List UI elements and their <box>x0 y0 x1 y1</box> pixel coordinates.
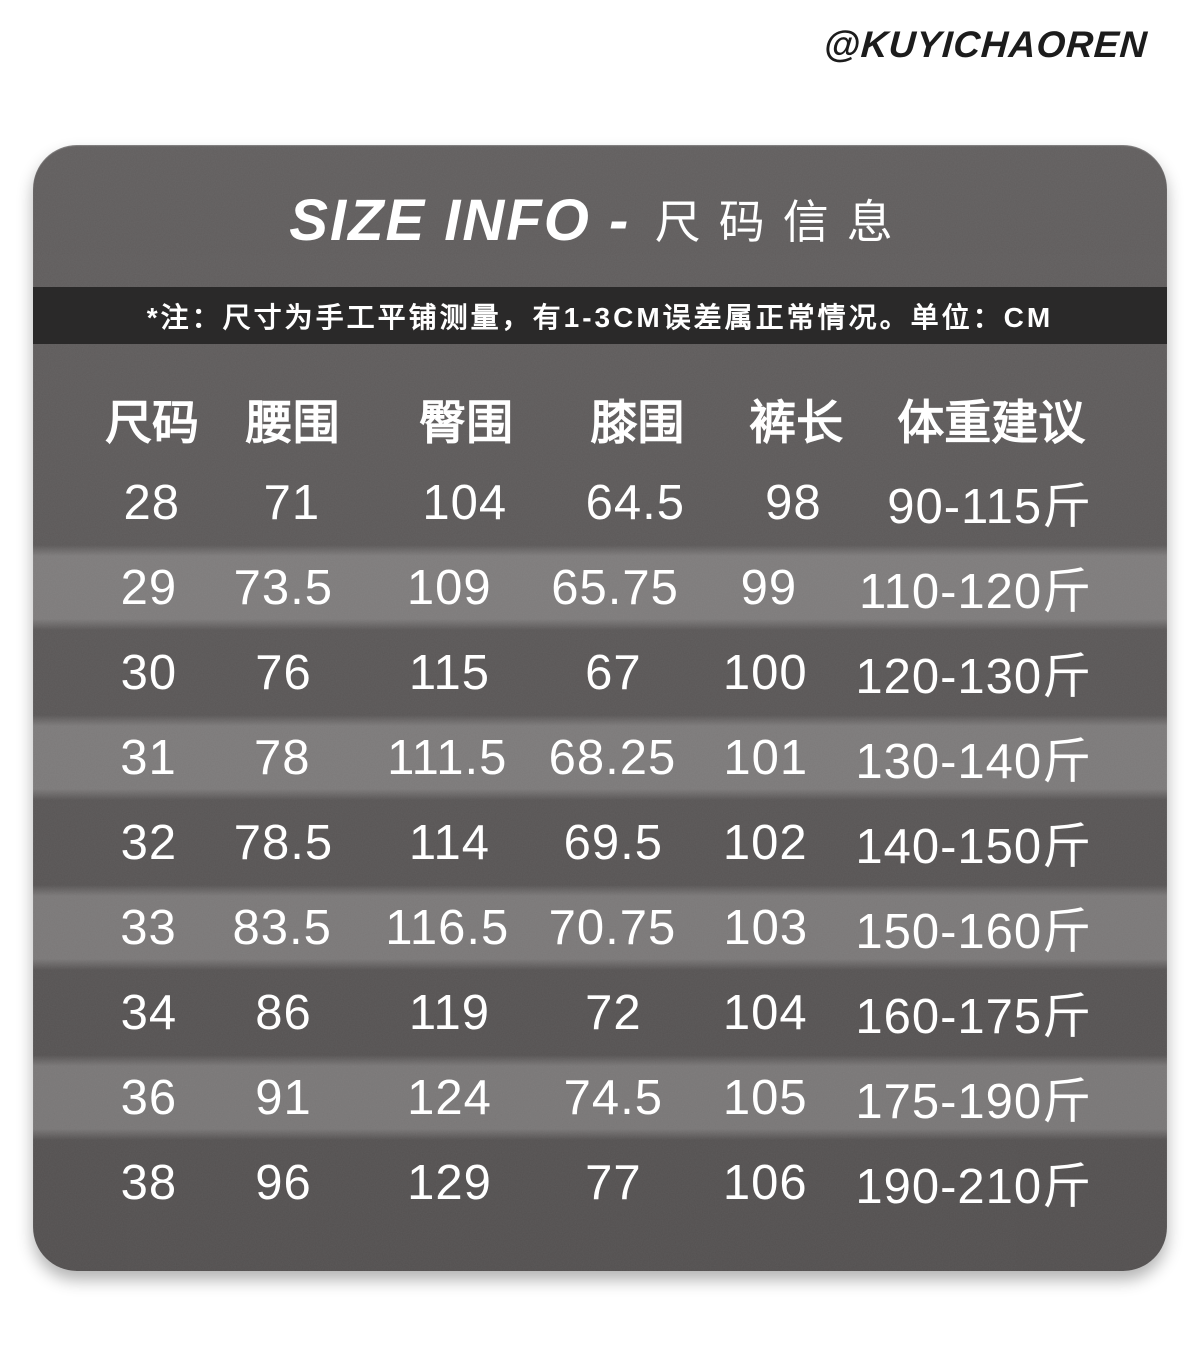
table-cell: 120-130斤 <box>855 650 1093 704</box>
measurement-note-banner: *注：尺寸为手工平铺测量，有1-3CM误差属正常情况。单位：CM <box>33 287 1167 344</box>
table-cell: 103 <box>723 900 809 955</box>
table-cell: 175-190斤 <box>855 1075 1093 1129</box>
table-cell: 104 <box>422 475 508 530</box>
table-cell: 28 <box>123 475 181 530</box>
table-cell: 105 <box>722 1070 808 1125</box>
column-header: 膝围 <box>590 395 685 449</box>
size-table-header: 尺码 腰围 臀围 膝围 裤长 体重建议 <box>33 381 1167 455</box>
table-cell: 98 <box>765 475 822 530</box>
table-cell: 110-120斤 <box>858 565 1093 619</box>
table-row: 38 96 129 77 106 190-210斤 <box>33 1140 1167 1225</box>
table-cell: 104 <box>722 985 808 1040</box>
table-cell: 65.75 <box>551 560 679 615</box>
table-cell: 73.5 <box>233 560 334 615</box>
table-cell: 96 <box>255 1155 312 1210</box>
table-cell: 71 <box>263 475 321 530</box>
table-cell: 33 <box>120 900 177 955</box>
table-row: 29 73.5 109 65.75 99 110-120斤 <box>33 545 1167 630</box>
table-cell: 90-115斤 <box>887 480 1093 534</box>
table-cell: 68.25 <box>548 730 677 785</box>
table-cell: 91 <box>255 1070 312 1125</box>
table-cell: 101 <box>723 730 809 785</box>
table-cell: 114 <box>408 815 491 870</box>
table-cell: 64.5 <box>585 475 685 530</box>
table-cell: 102 <box>722 815 808 870</box>
table-cell: 129 <box>407 1155 492 1210</box>
table-row: 28 71 104 64.5 98 90-115斤 <box>33 460 1167 545</box>
table-row: 36 91 124 74.5 105 175-190斤 <box>33 1055 1167 1140</box>
table-cell: 70.75 <box>548 900 677 955</box>
table-cell: 78.5 <box>233 815 334 870</box>
column-header: 尺码 <box>105 395 200 449</box>
table-cell: 130-140斤 <box>855 735 1093 789</box>
table-row: 34 86 119 72 104 160-175斤 <box>33 970 1167 1055</box>
size-info-card: SIZE INFO - 尺码信息 *注：尺寸为手工平铺测量，有1-3CM误差属正… <box>33 145 1167 1271</box>
table-cell: 36 <box>120 1070 178 1125</box>
table-cell: 109 <box>406 560 492 615</box>
table-cell: 77 <box>585 1155 642 1210</box>
table-cell: 86 <box>255 985 312 1040</box>
size-table-body: 28 71 104 64.5 98 90-115斤 29 73.5 109 65.75 99 110-… <box>33 460 1167 1225</box>
table-cell: 99 <box>740 560 798 615</box>
table-row: 31 78 111.5 68.25 101 130-140斤 <box>33 715 1167 800</box>
table-cell: 119 <box>408 985 491 1040</box>
table-row: 32 78.5 114 69.5 102 140-150斤 <box>33 800 1167 885</box>
table-cell: 72 <box>585 985 642 1040</box>
table-cell: 150-160斤 <box>855 905 1093 959</box>
table-cell: 38 <box>120 1155 178 1210</box>
table-cell: 160-175斤 <box>855 990 1093 1044</box>
column-header: 臀围 <box>419 395 514 449</box>
table-cell: 190-210斤 <box>855 1160 1093 1214</box>
table-cell: 140-150斤 <box>855 820 1093 874</box>
table-cell: 116.5 <box>385 900 510 955</box>
table-cell: 76 <box>255 645 312 700</box>
table-cell: 74.5 <box>563 1070 664 1125</box>
table-cell: 115 <box>408 645 491 700</box>
table-cell: 69.5 <box>563 815 664 870</box>
table-cell: 124 <box>407 1070 492 1125</box>
table-cell: 83.5 <box>232 900 332 955</box>
column-header: 腰围 <box>245 395 340 449</box>
table-cell: 31 <box>120 730 177 785</box>
column-header: 体重建议 <box>897 395 1086 449</box>
title-english: SIZE INFO - <box>289 188 631 253</box>
column-header: 裤长 <box>749 395 844 449</box>
table-row: 33 83.5 116.5 70.75 103 150-160斤 <box>33 885 1167 970</box>
table-cell: 32 <box>120 815 178 870</box>
table-cell: 106 <box>722 1155 808 1210</box>
table-cell: 100 <box>722 645 808 700</box>
table-row: 30 76 115 67 100 120-130斤 <box>33 630 1167 715</box>
title-chinese: 尺码信息 <box>654 195 911 248</box>
brand-watermark: @KUYICHAOREN <box>823 24 1150 65</box>
table-cell: 67 <box>585 645 642 700</box>
card-title: SIZE INFO - 尺码信息 <box>33 187 1167 254</box>
table-cell: 34 <box>120 985 178 1040</box>
table-cell: 30 <box>120 645 178 700</box>
table-cell: 111.5 <box>387 730 508 785</box>
table-cell: 29 <box>120 560 178 615</box>
table-cell: 78 <box>253 730 311 785</box>
